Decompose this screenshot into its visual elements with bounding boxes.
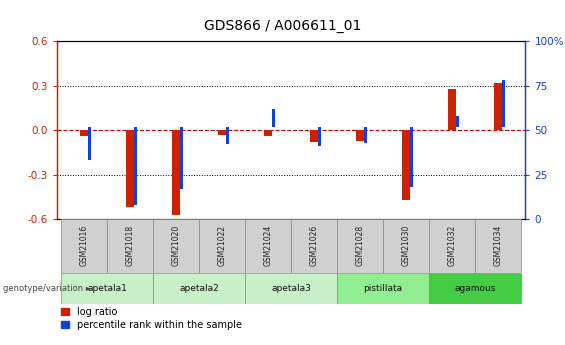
Text: GSM21026: GSM21026: [310, 225, 319, 266]
Bar: [310, 130, 318, 142]
Text: GSM21030: GSM21030: [401, 225, 410, 266]
Bar: [226, 127, 229, 145]
Bar: [402, 130, 410, 200]
Text: GSM21028: GSM21028: [355, 225, 364, 266]
Bar: [447, 89, 456, 130]
Bar: [264, 130, 272, 136]
Bar: [180, 127, 184, 189]
Text: genotype/variation ►: genotype/variation ►: [3, 284, 92, 293]
Text: apetala1: apetala1: [87, 284, 127, 293]
Text: GSM21022: GSM21022: [218, 225, 227, 266]
Bar: [494, 83, 502, 130]
Bar: [475, 219, 521, 273]
Text: apetala2: apetala2: [179, 284, 219, 293]
Bar: [245, 219, 291, 273]
Bar: [218, 130, 226, 135]
Legend: log ratio, percentile rank within the sample: log ratio, percentile rank within the sa…: [62, 307, 242, 330]
Text: GSM21032: GSM21032: [447, 225, 457, 266]
Bar: [134, 127, 137, 205]
Bar: [337, 273, 429, 304]
Bar: [383, 219, 429, 273]
Bar: [245, 273, 337, 304]
Bar: [318, 127, 321, 146]
Text: GSM21018: GSM21018: [125, 225, 134, 266]
Text: GSM21024: GSM21024: [263, 225, 272, 266]
Bar: [107, 219, 153, 273]
Text: agamous: agamous: [454, 284, 496, 293]
Bar: [429, 273, 521, 304]
Bar: [61, 273, 153, 304]
Text: GSM21034: GSM21034: [493, 225, 502, 266]
Bar: [429, 219, 475, 273]
Bar: [80, 130, 88, 136]
Bar: [153, 219, 199, 273]
Text: GSM21016: GSM21016: [80, 225, 89, 266]
Bar: [456, 116, 459, 127]
Bar: [337, 219, 383, 273]
Text: GDS866 / A006611_01: GDS866 / A006611_01: [204, 19, 361, 33]
Text: apetala3: apetala3: [271, 284, 311, 293]
Bar: [153, 273, 245, 304]
Bar: [61, 219, 107, 273]
Bar: [88, 127, 92, 160]
Text: GSM21020: GSM21020: [172, 225, 181, 266]
Bar: [126, 130, 134, 207]
Text: pistillata: pistillata: [363, 284, 402, 293]
Bar: [172, 130, 180, 215]
Bar: [502, 80, 505, 127]
Bar: [272, 109, 275, 127]
Bar: [410, 127, 414, 187]
Bar: [291, 219, 337, 273]
Bar: [356, 130, 364, 141]
Bar: [199, 219, 245, 273]
Bar: [364, 127, 367, 143]
